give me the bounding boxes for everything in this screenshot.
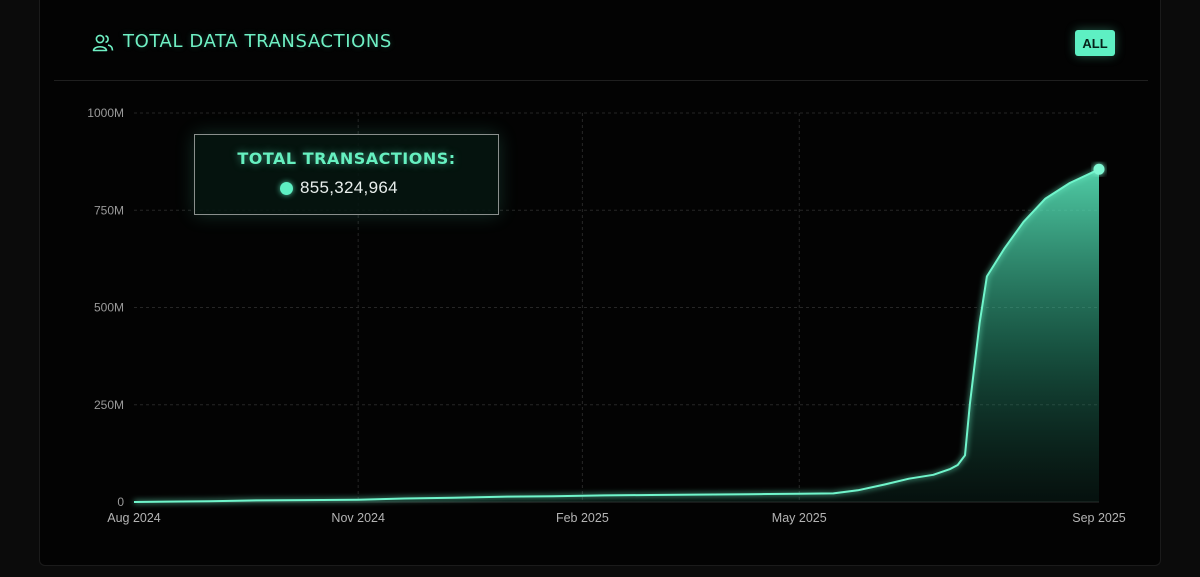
x-tick-label: Sep 2025 [1072,511,1126,525]
x-tick-label: Aug 2024 [107,511,161,525]
x-tick-label: May 2025 [772,511,827,525]
y-tick-label: 750M [94,203,124,217]
series-dot-icon [280,181,293,195]
tooltip-title: TOTAL TRANSACTIONS: [237,149,456,168]
series-line [133,168,1100,503]
tooltip-row: 855,324,964 [280,178,398,198]
y-tick-label: 250M [94,398,124,412]
y-tick-label: 1000M [87,106,124,120]
tooltip-value: 855,324,964 [300,178,398,197]
x-tick-label: Feb 2025 [556,511,609,525]
users-icon [92,34,114,52]
total-transactions-tooltip: TOTAL TRANSACTIONS: 855,324,964 [194,134,499,215]
highlight-point [1093,163,1105,175]
card-header: TOTAL DATA TRANSACTIONS ALL [54,0,1148,81]
x-tick-label: Nov 2024 [331,511,385,525]
y-tick-label: 0 [117,495,124,509]
series-area [134,169,1099,503]
range-all-button[interactable]: ALL [1075,30,1115,56]
y-tick-label: 500M [94,301,124,315]
card-title: TOTAL DATA TRANSACTIONS [123,31,392,52]
